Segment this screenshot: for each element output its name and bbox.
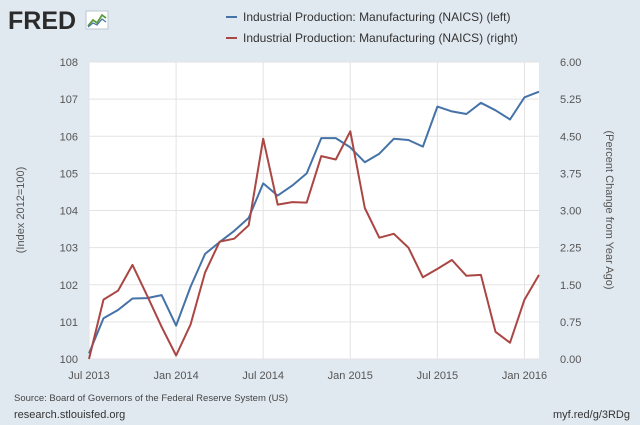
x-tick-label: Jan 2015 xyxy=(328,370,373,382)
x-tick-label: Jan 2016 xyxy=(502,370,547,382)
fred-logo-text: FRED xyxy=(8,7,76,35)
right-tick-label: 3.75 xyxy=(560,168,581,180)
left-axis-title: (Index 2012=100) xyxy=(15,167,27,254)
chart-logo-icon xyxy=(85,10,109,30)
legend-item-right[interactable]: Industrial Production: Manufacturing (NA… xyxy=(226,31,518,45)
right-tick-label: 5.25 xyxy=(560,94,581,106)
x-axis-ticks: Jul 2013 Jan 2014 Jul 2014 Jan 2015 Jul 2015… xyxy=(68,370,547,382)
legend: Industrial Production: Manufacturing (NA… xyxy=(226,10,518,45)
site-link[interactable]: research.stlouisfed.org xyxy=(14,409,125,421)
source-note: Source: Board of Governors of the Federa… xyxy=(14,393,288,404)
short-link[interactable]: myf.red/g/3RDg xyxy=(553,409,630,421)
series-line-left[interactable] xyxy=(88,90,540,354)
x-tick-label: Jul 2015 xyxy=(417,370,459,382)
left-tick-label: 101 xyxy=(60,317,78,329)
right-tick-label: 0.75 xyxy=(560,317,581,329)
left-tick-label: 105 xyxy=(60,168,78,180)
left-tick-label: 107 xyxy=(60,94,78,106)
gridlines xyxy=(88,61,539,360)
right-tick-label: 3.00 xyxy=(560,206,581,218)
series-line-right[interactable] xyxy=(88,130,540,360)
legend-item-left[interactable]: Industrial Production: Manufacturing (NA… xyxy=(226,10,510,24)
left-axis-ticks: 100 101 102 103 104 105 106 107 108 xyxy=(60,57,78,366)
right-tick-label: 0.00 xyxy=(560,354,581,366)
right-axis-ticks: 0.00 0.75 1.50 2.25 3.00 3.75 4.50 5.25 6.00 xyxy=(560,57,581,366)
right-tick-label: 4.50 xyxy=(560,131,581,143)
x-tick-label: Jul 2014 xyxy=(242,370,284,382)
right-tick-label: 2.25 xyxy=(560,243,581,255)
legend-label-left: Industrial Production: Manufacturing (NA… xyxy=(243,10,510,24)
left-tick-label: 104 xyxy=(60,206,78,218)
right-axis-title: (Percent Change from Year Ago) xyxy=(603,131,615,290)
x-tick-label: Jul 2013 xyxy=(68,370,110,382)
series-lines xyxy=(88,90,540,360)
right-tick-label: 6.00 xyxy=(560,57,581,69)
left-tick-label: 102 xyxy=(60,280,78,292)
left-tick-label: 106 xyxy=(60,131,78,143)
fred-logo[interactable]: FRED xyxy=(8,7,109,35)
left-tick-label: 108 xyxy=(60,57,78,69)
x-tick-label: Jan 2014 xyxy=(153,370,198,382)
left-tick-label: 100 xyxy=(60,354,78,366)
legend-label-right: Industrial Production: Manufacturing (NA… xyxy=(243,31,518,45)
left-tick-label: 103 xyxy=(60,243,78,255)
right-tick-label: 1.50 xyxy=(560,280,581,292)
